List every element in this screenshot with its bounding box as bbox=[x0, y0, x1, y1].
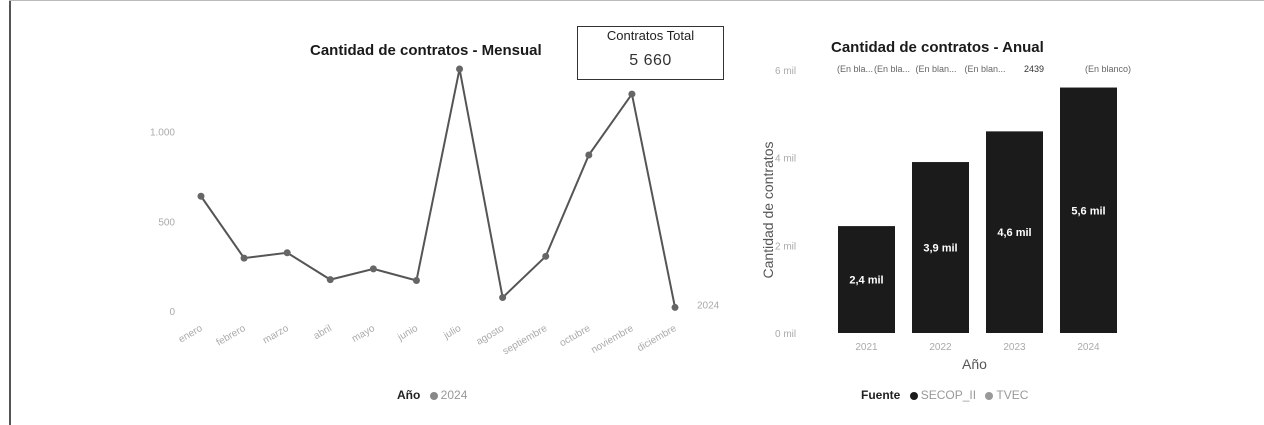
data-point bbox=[628, 90, 636, 98]
data-point bbox=[456, 65, 464, 73]
y-tick-label: 2 mil bbox=[775, 241, 796, 252]
annual-y-axis-label: Cantidad de contratos bbox=[760, 141, 776, 279]
data-point bbox=[412, 277, 420, 285]
top-data-label: (En blanco) bbox=[1085, 64, 1131, 74]
y-tick-label: 500 bbox=[158, 217, 175, 228]
bar-data-label: 3,9 mil bbox=[923, 243, 957, 255]
data-point bbox=[671, 303, 679, 311]
kpi-card-total-contracts[interactable]: Contratos Total 5 660 bbox=[577, 26, 724, 80]
monthly-legend: Año 2024 bbox=[397, 388, 473, 402]
bar bbox=[1060, 87, 1117, 334]
bar-data-label: 4,6 mil bbox=[997, 227, 1031, 239]
top-data-label: (En bla... bbox=[874, 64, 910, 74]
y-tick-label: 0 mil bbox=[775, 329, 796, 340]
monthly-legend-title: Año bbox=[397, 388, 421, 402]
monthly-legend-item[interactable]: 2024 bbox=[429, 388, 468, 402]
x-tick-label: 2022 bbox=[929, 342, 952, 353]
top-data-label: (En blan... bbox=[964, 64, 1005, 74]
legend-dot-icon bbox=[909, 391, 918, 400]
y-tick-label: 6 mil bbox=[775, 66, 796, 77]
bar bbox=[912, 162, 969, 333]
annual-legend-label-secop: SECOP_II bbox=[920, 388, 977, 402]
bar-data-label: 2,4 mil bbox=[849, 275, 883, 287]
data-point bbox=[369, 265, 377, 273]
top-data-label: (En blan... bbox=[915, 64, 956, 74]
x-tick-label: 2021 bbox=[855, 342, 878, 353]
bar bbox=[838, 226, 895, 333]
frame-top-border bbox=[9, 0, 1264, 1]
y-tick-label: 4 mil bbox=[775, 154, 796, 165]
y-tick-label: 1.000 bbox=[150, 128, 175, 139]
top-data-label: 2439 bbox=[1024, 64, 1044, 74]
kpi-value: 5 660 bbox=[629, 52, 672, 69]
top-data-label: (En bla... bbox=[837, 64, 873, 74]
kpi-label: Contratos Total bbox=[606, 28, 695, 43]
bar-data-label: 5,6 mil bbox=[1071, 205, 1105, 217]
series-end-label: 2024 bbox=[697, 300, 720, 311]
monthly-legend-label: 2024 bbox=[440, 388, 468, 402]
x-tick-label: 2024 bbox=[1077, 342, 1100, 353]
data-point bbox=[585, 151, 593, 159]
annual-legend: Fuente SECOP_II TVEC bbox=[861, 388, 1034, 402]
monthly-chart-title: Cantidad de contratos - Mensual bbox=[310, 42, 542, 59]
x-tick-label: 2023 bbox=[1003, 342, 1026, 353]
annual-x-axis-label: Año bbox=[962, 356, 987, 372]
legend-dot-icon bbox=[985, 391, 994, 400]
data-point bbox=[197, 192, 205, 200]
y-tick-label: 0 bbox=[169, 307, 175, 318]
data-point bbox=[283, 249, 291, 257]
data-point bbox=[542, 252, 550, 260]
annual-legend-item-secop[interactable]: SECOP_II bbox=[909, 388, 977, 402]
data-point bbox=[326, 276, 334, 284]
legend-dot-icon bbox=[429, 391, 438, 400]
annual-legend-label-tvec: TVEC bbox=[996, 388, 1029, 402]
annual-chart-title: Cantidad de contratos - Anual bbox=[831, 39, 1044, 56]
frame-left-border bbox=[9, 0, 11, 425]
data-point bbox=[240, 254, 248, 262]
bar bbox=[986, 131, 1043, 333]
data-point bbox=[499, 294, 507, 302]
annual-legend-item-tvec[interactable]: TVEC bbox=[985, 388, 1028, 402]
annual-legend-title: Fuente bbox=[861, 388, 901, 402]
series-line-2024 bbox=[200, 68, 676, 308]
